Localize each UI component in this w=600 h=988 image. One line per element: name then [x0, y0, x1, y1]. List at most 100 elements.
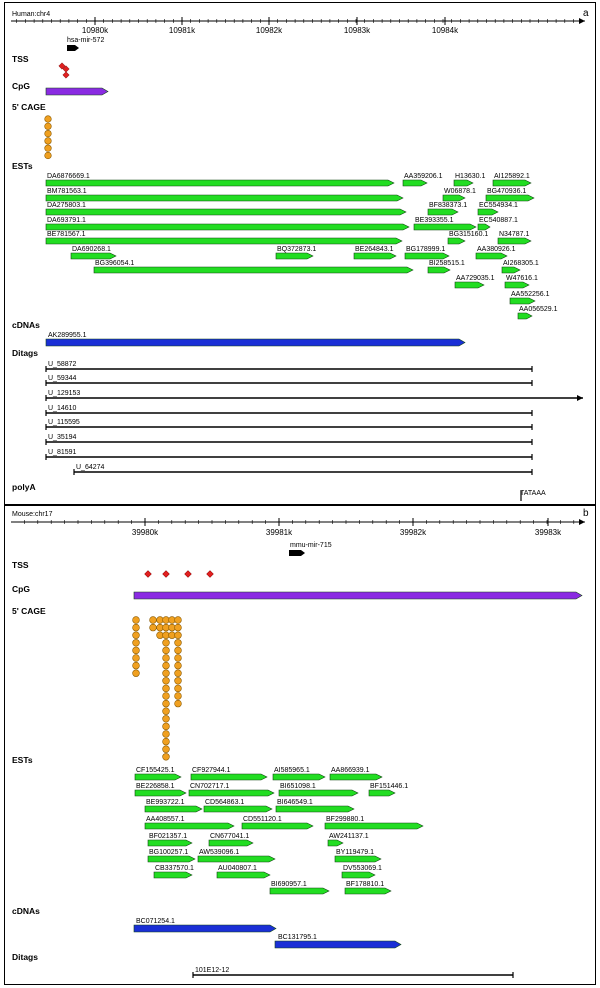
- est-arrow: [509, 297, 536, 305]
- est-label: W47616.1: [506, 275, 538, 282]
- cage-tag: [162, 707, 170, 715]
- cage-tag: [132, 639, 140, 647]
- est-label: N34787.1: [499, 231, 529, 238]
- est-arrow: [197, 855, 276, 863]
- track-label-cdnas: cDNAs: [12, 906, 40, 916]
- est-label: AA552256.1: [511, 291, 550, 298]
- est-label: DA690268.1: [72, 246, 111, 253]
- cage-tag: [162, 646, 170, 655]
- ditag-label: U_64274: [76, 464, 105, 471]
- est-label: BF838373.1: [429, 202, 467, 209]
- cage-tag: [162, 684, 170, 693]
- tss-marker: [184, 570, 192, 578]
- ditag-label: U_58872: [48, 361, 77, 368]
- est-label: AI585965.1: [274, 767, 310, 774]
- panel-letter: b: [583, 508, 589, 519]
- cage-tag: [162, 730, 170, 738]
- cage-tag: [132, 654, 140, 662]
- cage-tag: [162, 753, 170, 761]
- est-label: CD564863.1: [205, 799, 244, 806]
- est-label: AI268305.1: [503, 260, 539, 267]
- cage-tag: [132, 631, 140, 639]
- est-arrow: [45, 194, 404, 202]
- track-label-ditags: Ditags: [12, 952, 38, 962]
- panel-letter: a: [583, 8, 589, 19]
- track-label-cpg: CpG: [12, 584, 30, 594]
- panel-mouse: Mouse:chr17 b 39980k 39981k 39982k 39983k mmu-…: [4, 505, 596, 985]
- est-arrow: [134, 789, 187, 797]
- panel-human: Human:chr4 a 10980k 10981k 10982k 10983k 10984…: [4, 2, 596, 505]
- cage-tag: [174, 639, 182, 647]
- est-arrow: [501, 266, 521, 274]
- est-arrow: [427, 208, 459, 216]
- est-label: BE264843.1: [355, 246, 394, 253]
- est-arrow: [269, 887, 330, 895]
- tss-marker: [58, 62, 66, 70]
- est-arrow: [517, 312, 533, 320]
- est-arrow: [208, 839, 254, 847]
- est-arrow: [188, 789, 275, 797]
- cage-tag: [149, 616, 157, 624]
- cdna-label: AK289955.1: [48, 332, 87, 339]
- est-label: BF178810.1: [346, 881, 384, 888]
- est-arrow: [190, 773, 268, 781]
- tick-label: 10984k: [432, 26, 459, 35]
- tss-marker: [162, 570, 170, 578]
- est-label: AW539096.1: [199, 849, 239, 856]
- cage-tag: [162, 677, 170, 685]
- cage-tag: [174, 616, 182, 624]
- est-label: BE781567.1: [47, 231, 86, 238]
- ditag-line-arrow: [577, 395, 583, 401]
- est-label: AA408557.1: [146, 816, 185, 823]
- cage-tag: [174, 654, 182, 662]
- cage-tag: [162, 722, 170, 731]
- tss-marker: [144, 570, 152, 578]
- est-arrow: [404, 252, 450, 260]
- tick-label: 39980k: [132, 528, 159, 537]
- cage-tag: [44, 122, 52, 130]
- ditag-label: U_81591: [48, 449, 77, 456]
- tick-label: 10983k: [344, 26, 371, 35]
- tick-label: 39983k: [535, 528, 562, 537]
- est-arrow: [275, 805, 355, 813]
- est-label: AA729035.1: [456, 275, 495, 282]
- est-label: BF021357.1: [149, 833, 187, 840]
- est-label: BG315160.1: [449, 231, 488, 238]
- est-arrow: [497, 237, 532, 245]
- est-arrow: [477, 223, 491, 231]
- ditag-label: U_35194: [48, 434, 77, 441]
- track-label-cage: 5' CAGE: [12, 606, 46, 616]
- cage-tag: [174, 646, 182, 655]
- cage-tag: [44, 115, 52, 123]
- est-arrow: [427, 266, 451, 274]
- polya-label: TATAAA: [520, 490, 546, 497]
- est-label: DA275803.1: [47, 202, 86, 209]
- est-label: BF299880.1: [326, 816, 364, 823]
- est-arrow: [93, 266, 414, 274]
- est-arrow: [134, 773, 182, 781]
- cage-tag: [132, 616, 140, 624]
- est-arrow: [447, 237, 466, 245]
- cage-tag: [174, 699, 182, 708]
- tick-label: 10981k: [169, 26, 196, 35]
- est-arrow: [275, 252, 314, 260]
- track-label-ests: ESTs: [12, 161, 33, 171]
- cage-tag: [132, 669, 140, 677]
- tick-label: 10982k: [256, 26, 283, 35]
- ditag-label: U_14610: [48, 405, 77, 412]
- est-arrow: [402, 179, 428, 187]
- cage-tag: [44, 130, 52, 138]
- est-label: CB337570.1: [155, 865, 194, 872]
- est-label: BQ372873.1: [277, 246, 316, 253]
- cage-tag: [44, 144, 52, 152]
- cage-tag: [149, 623, 157, 632]
- cage-tag: [174, 661, 182, 670]
- tick-label: 39981k: [266, 528, 293, 537]
- cage-tag: [132, 661, 140, 670]
- est-arrow: [485, 194, 535, 202]
- cage-tag: [174, 623, 182, 632]
- cage-tag: [132, 646, 140, 655]
- track-label-cpg: CpG: [12, 81, 30, 91]
- est-arrow: [272, 773, 326, 781]
- est-arrow: [203, 805, 273, 813]
